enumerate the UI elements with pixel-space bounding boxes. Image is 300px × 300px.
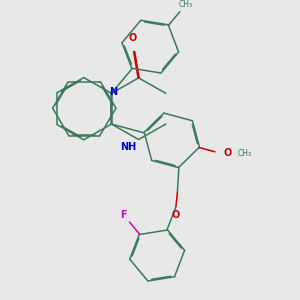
Text: NH: NH <box>120 142 136 152</box>
Text: N: N <box>109 87 117 97</box>
Text: O: O <box>172 210 180 220</box>
Text: O: O <box>224 148 232 158</box>
Text: F: F <box>120 210 127 220</box>
Text: CH₃: CH₃ <box>178 1 193 10</box>
Text: O: O <box>128 33 137 43</box>
Text: CH₃: CH₃ <box>237 149 251 158</box>
